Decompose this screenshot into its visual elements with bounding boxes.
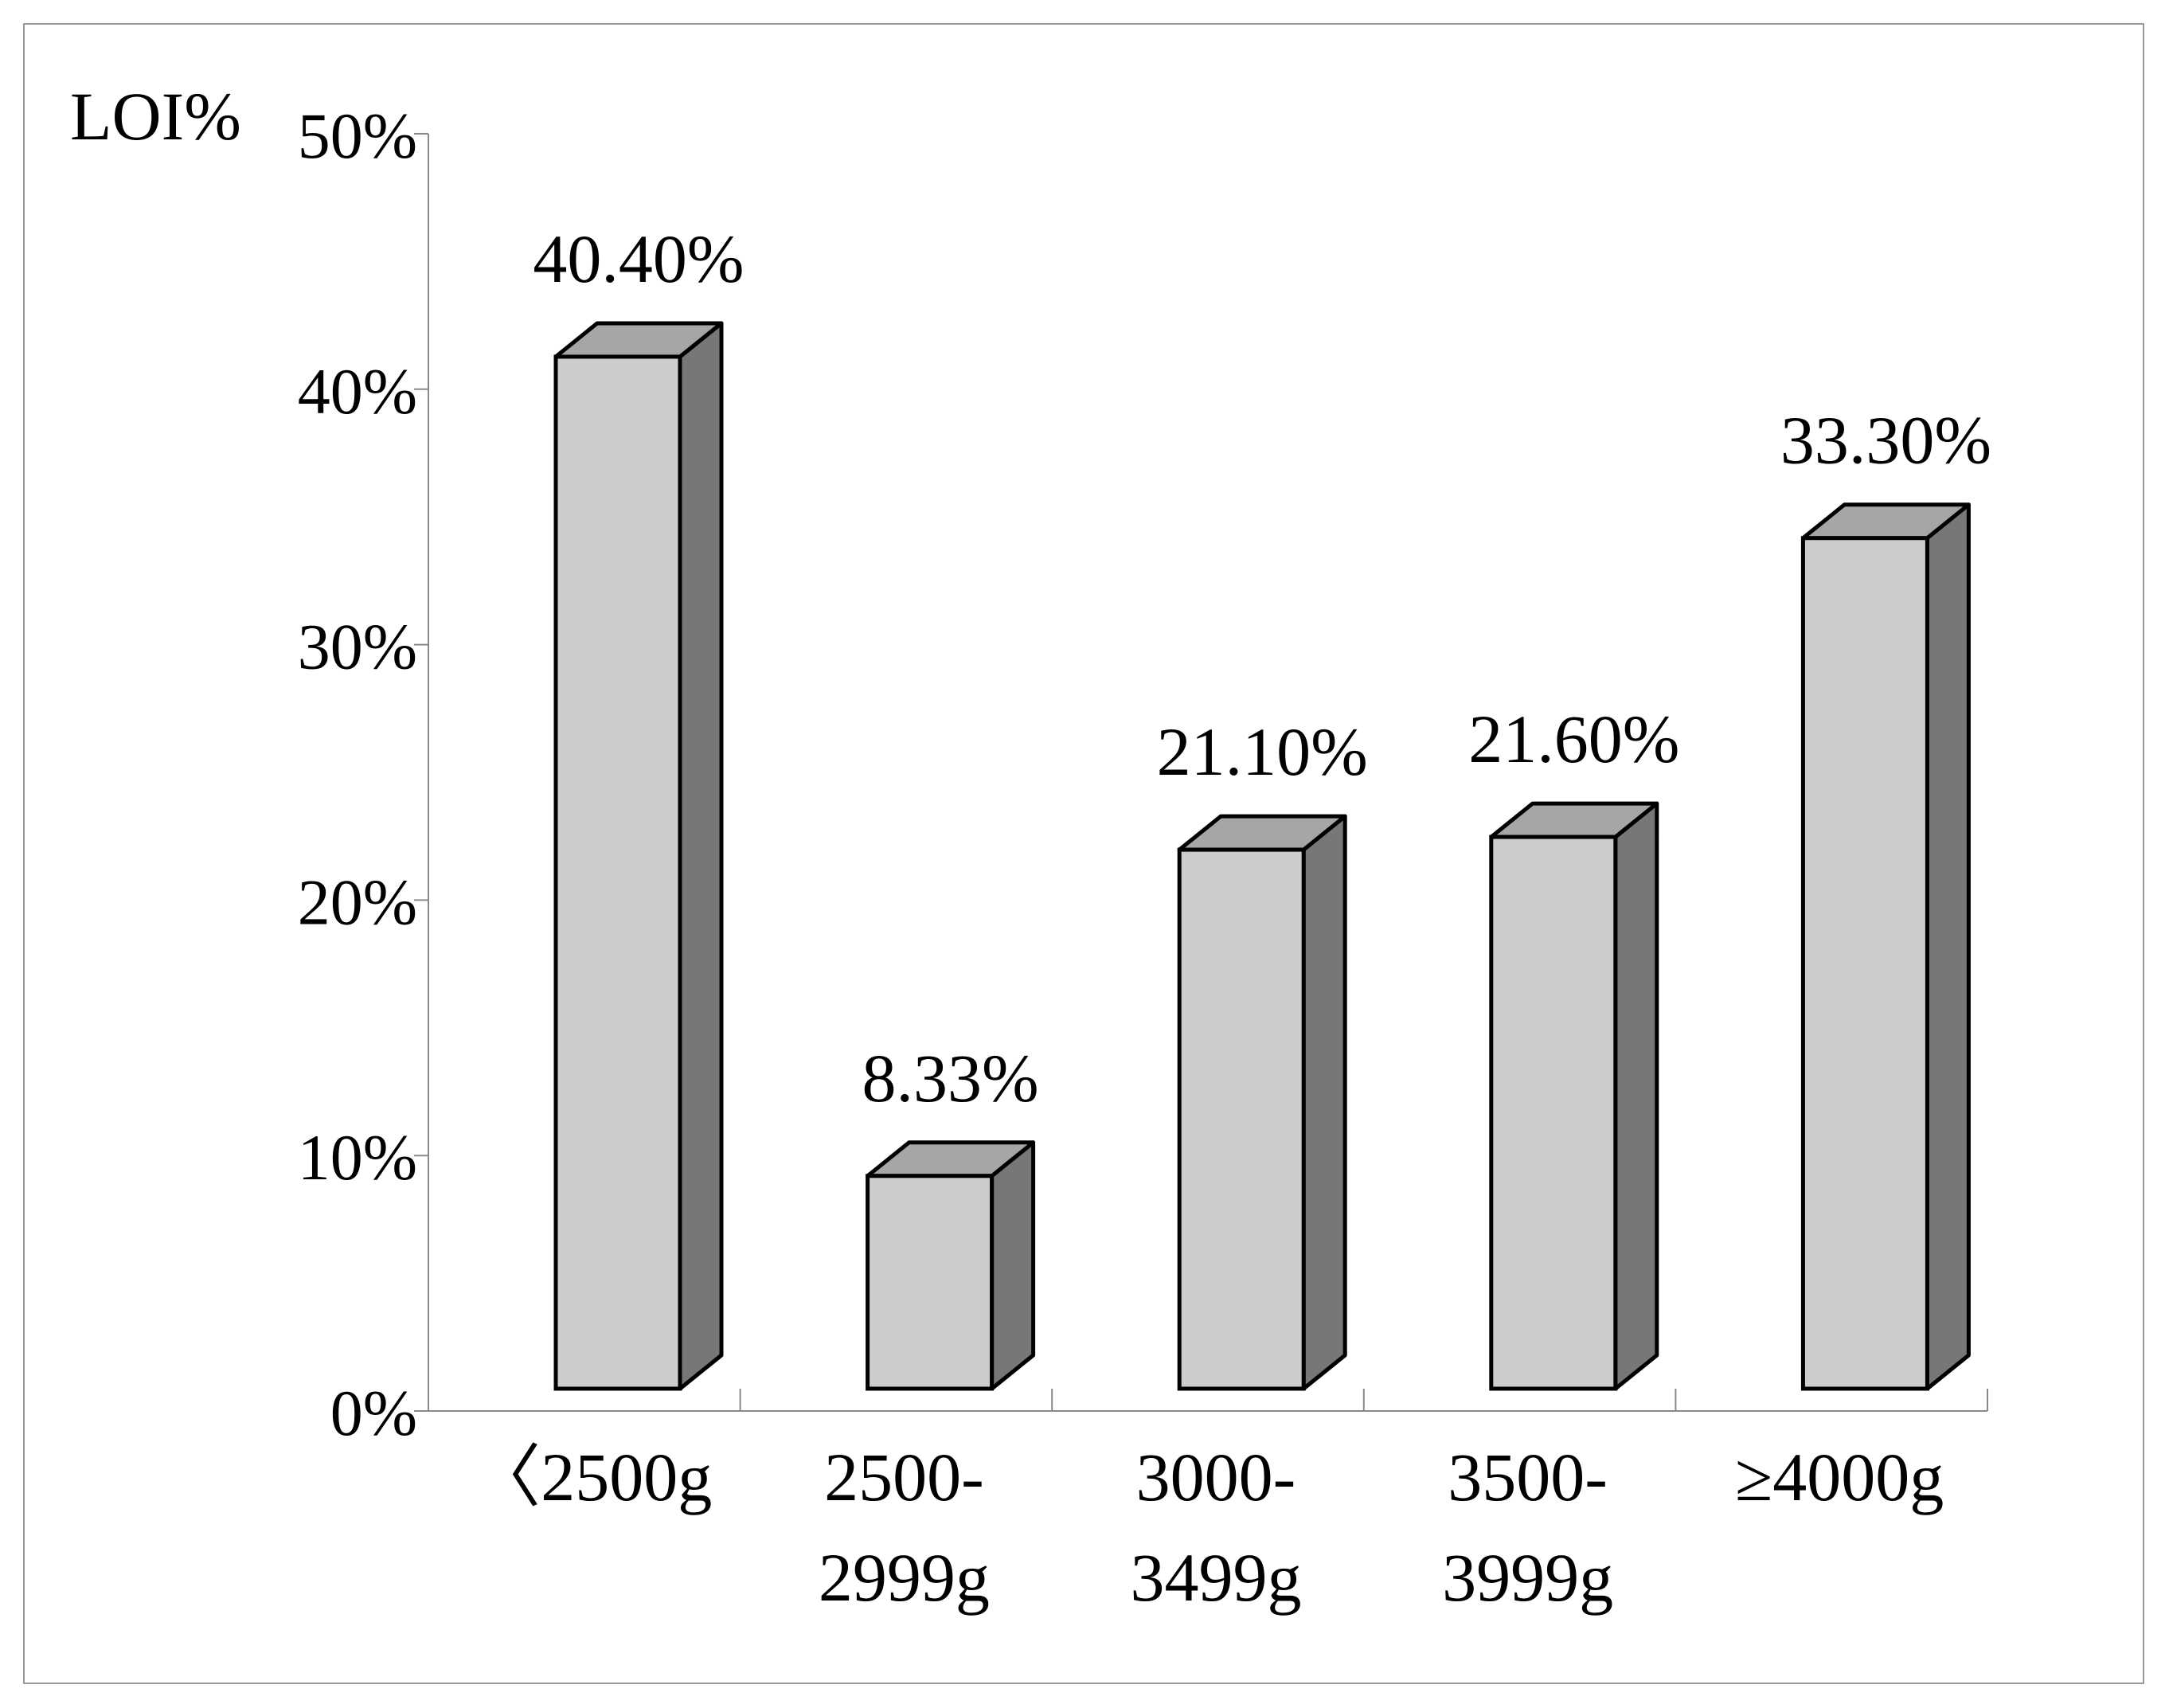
- x-tick-label: 〈2500g: [472, 1439, 713, 1515]
- bar: [553, 354, 682, 1391]
- x-tick-label: 3000- 3499g: [1130, 1439, 1302, 1616]
- data-label: 21.60%: [1468, 701, 1679, 777]
- data-label: 21.10%: [1157, 713, 1368, 790]
- y-tick-label: 10%: [298, 1121, 417, 1194]
- bar-side: [990, 1140, 1036, 1391]
- bar: [866, 1174, 995, 1391]
- bar: [1177, 847, 1306, 1391]
- x-tick-label: 2500- 2999g: [818, 1439, 990, 1616]
- data-label: 40.40%: [533, 221, 744, 297]
- frame: [23, 23, 2144, 1684]
- x-tick-label: ≥4000g: [1735, 1439, 1944, 1515]
- y-tick-label: 0%: [330, 1377, 417, 1449]
- bar-side: [1613, 801, 1659, 1391]
- bar-side: [1925, 502, 1971, 1391]
- y-tick-label: 20%: [298, 866, 417, 938]
- bar-side: [1301, 814, 1347, 1391]
- data-label: 8.33%: [862, 1040, 1039, 1116]
- bar: [1489, 834, 1618, 1391]
- y-tick-label: 40%: [298, 355, 417, 428]
- y-axis-label: LOI%: [70, 78, 241, 154]
- data-label: 33.30%: [1780, 402, 1991, 479]
- bar-side: [678, 321, 724, 1391]
- y-tick-label: 30%: [298, 611, 417, 683]
- y-tick-label: 50%: [298, 100, 417, 172]
- bar: [1800, 536, 1929, 1391]
- x-tick-label: 3500- 3999g: [1442, 1439, 1614, 1616]
